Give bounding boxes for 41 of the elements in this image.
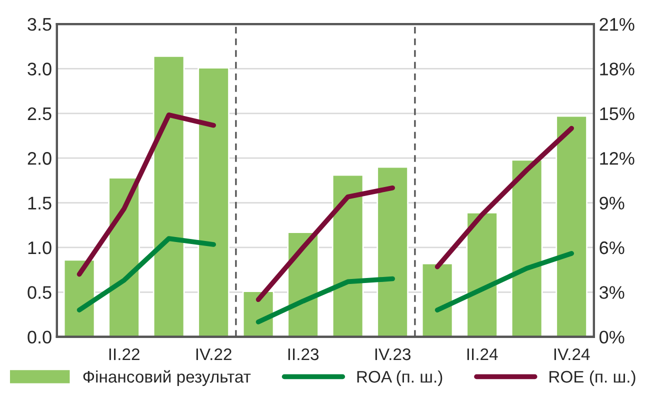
- y-tick-label: 3.0: [28, 62, 52, 76]
- line-series: [256, 185, 395, 302]
- x-tick-label: II.24: [467, 348, 498, 360]
- line-series: [434, 126, 574, 270]
- legend-label: ROE (п. ш.): [550, 370, 636, 386]
- bar: [198, 67, 230, 337]
- y-tick-label: 2.0: [28, 152, 52, 165]
- line-series: [434, 251, 574, 312]
- x-tick-label: IV.23: [375, 348, 411, 360]
- x-tick-label: II.23: [288, 348, 319, 360]
- y2-tick-label: 3%: [599, 286, 624, 299]
- bar: [108, 177, 140, 337]
- bar: [556, 115, 588, 337]
- bar: [376, 166, 408, 337]
- bar: [510, 159, 543, 337]
- line-series: [76, 236, 216, 312]
- bar: [421, 262, 454, 337]
- y-tick-label: 0.5: [28, 286, 52, 299]
- bar: [332, 174, 364, 337]
- y2-tick-label: 21%: [600, 18, 634, 31]
- legend-label: ROA (п. ш.): [357, 370, 442, 386]
- legend-label: Фінансовий результат: [83, 370, 251, 386]
- y2-tick-label: 15%: [600, 107, 634, 120]
- y2-tick-label: 6%: [600, 241, 624, 254]
- bar: [466, 212, 498, 337]
- y2-tick-label: 12%: [600, 152, 634, 165]
- line-series: [76, 112, 216, 277]
- bar: [63, 259, 96, 337]
- x-tick-label: IV.24: [554, 348, 590, 360]
- line-series: [256, 276, 395, 324]
- y-tick-label: 3.5: [28, 18, 52, 31]
- y-tick-label: 0.0: [28, 330, 52, 344]
- y2-tick-label: 9%: [600, 196, 624, 210]
- y-tick-label: 1.0: [28, 241, 52, 254]
- x-tick-label: IV.22: [196, 348, 232, 360]
- bar: [152, 56, 185, 337]
- y-tick-label: 2.5: [28, 107, 52, 120]
- x-tick-label: II.22: [109, 348, 140, 360]
- y2-tick-label: 18%: [600, 62, 634, 76]
- y-tick-label: 1.5: [28, 196, 52, 210]
- y2-tick-label: 0%: [600, 330, 624, 344]
